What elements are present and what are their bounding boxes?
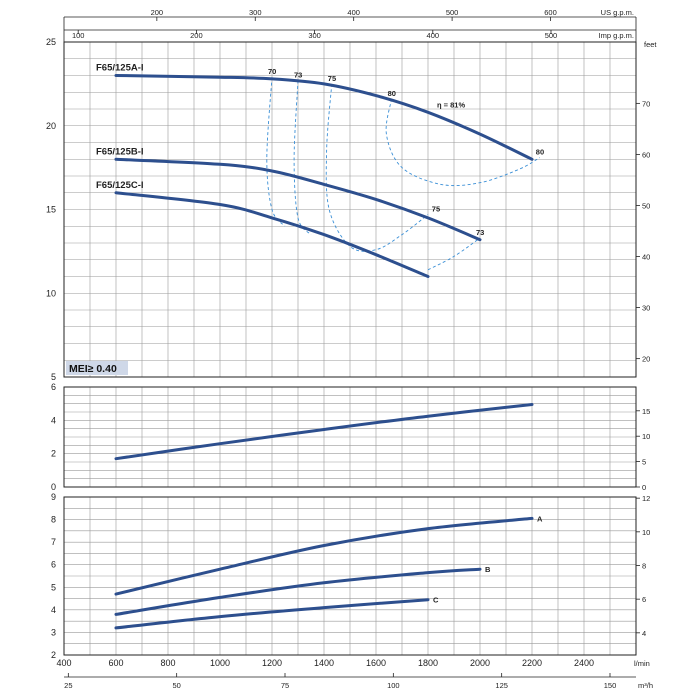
power-panel-grid (64, 497, 636, 655)
power-y-tick-label: 5 (51, 582, 56, 592)
power-curve-C (114, 598, 430, 630)
flow-lmin-unit-label: l/min (634, 659, 650, 668)
head-feet-tick-label: 20 (642, 355, 650, 364)
head-curve-F65/125A-I (114, 74, 534, 161)
power-hp-tick-label: 4 (642, 629, 646, 638)
npsh-feet-tick-label: 10 (642, 432, 650, 441)
flow-m3h-tick-label: 100 (387, 681, 400, 690)
power-curve-label: C (433, 596, 439, 605)
power-y-tick-label: 2 (51, 650, 56, 660)
power-y-tick-label: 9 (51, 492, 56, 502)
power-curve-label: A (537, 514, 543, 523)
head-feet-tick-label: 60 (642, 150, 650, 159)
us-gpm-tick-label: 200 (151, 8, 164, 17)
flow-m3h-unit-label: m³/h (638, 681, 653, 690)
head-panel-frame (63, 41, 637, 378)
flow-m3h-tick-label: 75 (281, 681, 289, 690)
power-y-tick-label: 7 (51, 537, 56, 547)
us-gpm-tick-label: 600 (544, 8, 557, 17)
flow-lmin-tick-label: 1600 (366, 658, 386, 668)
flow-m3h-tick-label: 50 (172, 681, 180, 690)
head-y-tick-label: 5 (51, 372, 56, 382)
flow-m3h-tick-label: 150 (604, 681, 617, 690)
npsh-y-tick-label: 6 (51, 382, 56, 392)
us-gpm-tick-label: 400 (347, 8, 360, 17)
head-curve-label: F65/125A-I (96, 63, 144, 74)
flow-lmin-tick-label: 400 (56, 658, 71, 668)
flow-lmin-tick-label: 1200 (262, 658, 282, 668)
imp-gpm-tick-label: 300 (308, 31, 321, 40)
us-gpm-tick-label: 500 (446, 8, 459, 17)
head-panel-grid (64, 42, 636, 377)
power-curve-A (114, 516, 534, 596)
power-hp-tick-label: 10 (642, 528, 650, 537)
flow-lmin-tick-label: 800 (160, 658, 175, 668)
efficiency-contour-75 (325, 83, 429, 252)
npsh-curve (114, 403, 534, 461)
head-feet-tick-label: 40 (642, 253, 650, 262)
power-y-tick-label: 6 (51, 560, 56, 570)
npsh-y-tick-label: 4 (51, 415, 56, 425)
head-y-tick-label: 25 (46, 37, 56, 47)
npsh-feet-tick-label: 15 (642, 407, 650, 416)
head-feet-tick-label: 30 (642, 304, 650, 313)
npsh-y-tick-label: 0 (51, 482, 56, 492)
head-curve-label: F65/125B-I (96, 146, 144, 157)
head-curve-F65/125C-I (114, 191, 430, 278)
imp-gpm-tick-label: 100 (72, 31, 85, 40)
efficiency-label: 80 (536, 148, 544, 157)
power-hp-tick-label: 12 (642, 494, 650, 503)
flow-lmin-tick-label: 1000 (210, 658, 230, 668)
imp-gpm-tick-label: 400 (427, 31, 440, 40)
flow-m3h-tick-label: 25 (64, 681, 72, 690)
head-curve-label: F65/125C-I (96, 180, 144, 191)
head-curve-F65/125B-I (114, 157, 482, 242)
flow-lmin-tick-label: 2000 (470, 658, 490, 668)
efficiency-contour-80 (385, 98, 541, 187)
efficiency-contour-70 (266, 77, 286, 227)
mei-badge-label: MEI≥ 0.40 (69, 363, 117, 375)
efficiency-contour-73 (293, 80, 312, 235)
power-curve-B (114, 567, 482, 616)
head-feet-unit-label: feet (644, 40, 657, 49)
npsh-feet-tick-label: 5 (642, 458, 646, 467)
flow-lmin-tick-label: 1400 (314, 658, 334, 668)
npsh-y-tick-label: 2 (51, 449, 56, 459)
efficiency-label: 75 (432, 205, 440, 214)
us-gpm-unit-label: US g.p.m. (601, 8, 634, 17)
head-y-tick-label: 20 (46, 121, 56, 131)
mei-badge (66, 361, 128, 375)
power-curve-label: B (485, 565, 491, 574)
flow-lmin-tick-label: 1800 (418, 658, 438, 668)
flow-lmin-tick-label: 2400 (574, 658, 594, 668)
efficiency-label: 75 (328, 74, 336, 83)
flow-lmin-tick-label: 600 (108, 658, 123, 668)
imp-gpm-tick-label: 200 (190, 31, 203, 40)
imp-gpm-tick-label: 500 (545, 31, 558, 40)
flow-m3h-tick-label: 125 (495, 681, 508, 690)
power-y-tick-label: 4 (51, 605, 56, 615)
flow-lmin-tick-label: 2200 (522, 658, 542, 668)
npsh-panel-grid (64, 387, 636, 487)
npsh-panel-frame (63, 386, 637, 488)
head-feet-tick-label: 50 (642, 201, 650, 210)
power-y-tick-label: 3 (51, 627, 56, 637)
efficiency-label: η = 81% (437, 101, 465, 110)
us-gpm-tick-label: 300 (249, 8, 262, 17)
head-y-tick-label: 10 (46, 288, 56, 298)
efficiency-contour-73 (427, 237, 481, 271)
power-hp-tick-label: 6 (642, 595, 646, 604)
efficiency-label: 70 (268, 67, 276, 76)
power-y-tick-label: 8 (51, 515, 56, 525)
npsh-feet-tick-label: 0 (642, 483, 646, 492)
efficiency-label: 73 (476, 228, 484, 237)
power-hp-tick-label: 8 (642, 561, 646, 570)
efficiency-label: 73 (294, 71, 302, 80)
head-feet-tick-label: 70 (642, 99, 650, 108)
head-y-tick-label: 15 (46, 205, 56, 215)
efficiency-label: 80 (388, 89, 396, 98)
power-panel-frame (63, 496, 637, 656)
imp-gpm-unit-label: Imp g.p.m. (599, 31, 634, 40)
